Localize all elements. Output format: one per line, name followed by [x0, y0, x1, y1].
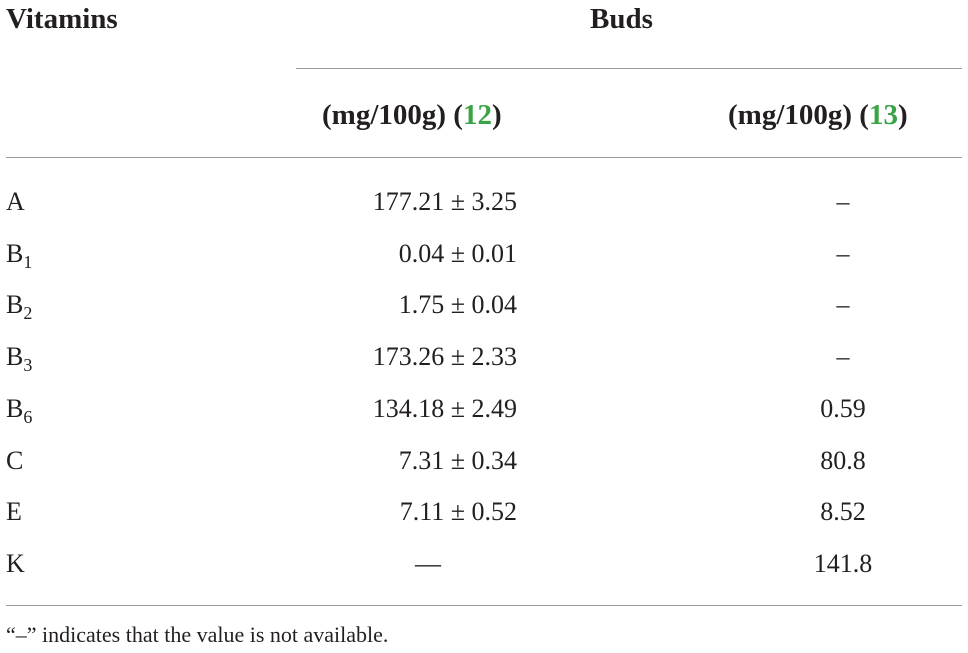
vitamin-cell: A [6, 187, 25, 217]
vitamin-cell: B1 [6, 238, 33, 272]
value-cell: 7.11 ± 0.52 [399, 497, 517, 527]
vitamin-subscript: 3 [23, 355, 33, 376]
vitamin-name: B [6, 342, 24, 372]
value-cell: 80.8 [820, 445, 866, 475]
vitamin-name: E [6, 497, 22, 527]
group-rule [296, 68, 962, 69]
header-text: (mg/100g) ( [322, 99, 463, 131]
header-text: ) [897, 99, 908, 131]
footnote: “–” indicates that the value is not avai… [6, 622, 389, 647]
header-text: (mg/100g) ( [728, 99, 869, 131]
column-header: (mg/100g) (13) [728, 100, 908, 130]
value-cell: – [836, 238, 850, 268]
vitamin-name: B [6, 238, 24, 268]
vitamin-name: C [6, 445, 24, 475]
value-cell: 8.52 [820, 497, 866, 527]
value-cell: — [415, 548, 441, 578]
value-cell: – [836, 290, 850, 320]
vitamin-name: K [6, 548, 25, 578]
vitamin-cell: B2 [6, 290, 33, 324]
value-cell: 0.04 ± 0.01 [398, 238, 517, 268]
header-text: ) [491, 99, 502, 131]
reference-link[interactable]: 13 [868, 99, 898, 131]
group-header: Buds [590, 3, 653, 35]
header-rule [6, 157, 962, 158]
vitamin-cell: B6 [6, 393, 33, 427]
vitamin-cell: K [6, 549, 25, 579]
row-header: Vitamins [6, 3, 118, 35]
vitamin-cell: C [6, 446, 23, 476]
table-rule [6, 605, 962, 606]
value-cell: 177.21 ± 3.25 [372, 187, 517, 216]
vitamin-cell: B3 [6, 342, 33, 376]
reference-link[interactable]: 12 [462, 99, 492, 131]
column-header: (mg/100g) (12) [322, 100, 502, 130]
value-cell: 7.31 ± 0.34 [398, 445, 517, 475]
vitamin-subscript: 1 [23, 251, 33, 272]
value-cell: 0.59 [820, 393, 866, 423]
value-cell: 134.18 ± 2.49 [372, 393, 517, 423]
value-cell: – [836, 187, 850, 216]
vitamin-subscript: 2 [23, 303, 33, 324]
value-cell: 173.26 ± 2.33 [372, 342, 517, 372]
value-cell: 141.8 [813, 548, 873, 578]
value-cell: – [836, 342, 850, 372]
vitamin-name: B [6, 290, 24, 320]
vitamin-subscript: 6 [23, 406, 33, 427]
value-cell: 1.75 ± 0.04 [398, 290, 517, 320]
vitamin-name: B [6, 393, 24, 423]
vitamin-cell: E [6, 497, 22, 527]
vitamin-name: A [6, 187, 25, 216]
